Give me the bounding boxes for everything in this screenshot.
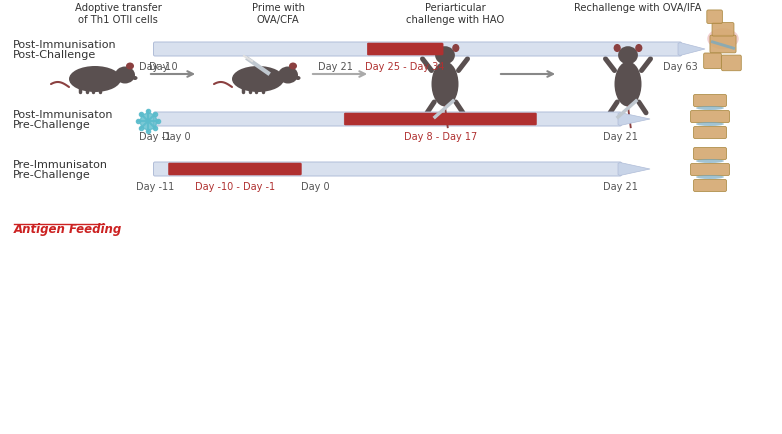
Text: Day 0: Day 0: [162, 132, 191, 142]
FancyBboxPatch shape: [710, 36, 736, 54]
Text: Day 63: Day 63: [662, 62, 698, 72]
Ellipse shape: [618, 47, 638, 65]
FancyBboxPatch shape: [694, 95, 726, 107]
Text: Post-Immunisaton: Post-Immunisaton: [13, 110, 113, 120]
FancyBboxPatch shape: [722, 56, 741, 72]
Text: Pre-Immunisaton: Pre-Immunisaton: [13, 160, 108, 170]
Ellipse shape: [232, 67, 284, 93]
Text: Prime with
OVA/CFA: Prime with OVA/CFA: [252, 3, 304, 25]
Text: Antigen Feeding: Antigen Feeding: [14, 223, 122, 236]
FancyBboxPatch shape: [712, 23, 734, 37]
Ellipse shape: [696, 107, 724, 111]
Ellipse shape: [278, 67, 298, 84]
Ellipse shape: [696, 123, 724, 127]
Text: Day -1: Day -1: [139, 62, 171, 72]
Text: Day -1: Day -1: [139, 132, 171, 142]
FancyBboxPatch shape: [169, 164, 301, 176]
Ellipse shape: [614, 45, 621, 53]
FancyBboxPatch shape: [694, 127, 726, 139]
Ellipse shape: [707, 29, 739, 50]
FancyBboxPatch shape: [694, 148, 726, 160]
FancyBboxPatch shape: [704, 54, 721, 69]
Ellipse shape: [635, 45, 642, 53]
FancyBboxPatch shape: [691, 164, 730, 176]
Text: Day 0: Day 0: [300, 182, 329, 192]
Ellipse shape: [452, 45, 459, 53]
Ellipse shape: [431, 45, 438, 53]
Text: Day 25 - Day 34: Day 25 - Day 34: [365, 62, 445, 72]
FancyBboxPatch shape: [344, 114, 536, 126]
FancyBboxPatch shape: [691, 111, 730, 123]
Ellipse shape: [432, 62, 458, 107]
Ellipse shape: [696, 176, 724, 180]
Ellipse shape: [696, 160, 724, 164]
Ellipse shape: [296, 77, 300, 81]
Text: Post-Immunisation: Post-Immunisation: [13, 40, 117, 50]
Text: Day -11: Day -11: [136, 182, 174, 192]
Text: Pre-Challenge: Pre-Challenge: [13, 120, 91, 130]
Text: Day 8 - Day 17: Day 8 - Day 17: [404, 132, 477, 142]
Ellipse shape: [289, 63, 297, 70]
Ellipse shape: [69, 67, 121, 93]
Polygon shape: [618, 163, 650, 176]
Text: Day -10 - Day -1: Day -10 - Day -1: [195, 182, 275, 192]
FancyBboxPatch shape: [153, 113, 622, 127]
Text: Post-Challenge: Post-Challenge: [13, 50, 96, 60]
Text: Day 21: Day 21: [603, 132, 637, 142]
Text: Day 21: Day 21: [318, 62, 353, 72]
Ellipse shape: [132, 77, 138, 81]
Ellipse shape: [126, 63, 134, 70]
Ellipse shape: [115, 67, 135, 84]
Polygon shape: [678, 43, 705, 56]
FancyBboxPatch shape: [368, 44, 443, 56]
FancyBboxPatch shape: [707, 11, 723, 24]
Polygon shape: [618, 113, 650, 126]
Text: Pre-Challenge: Pre-Challenge: [13, 170, 91, 180]
FancyBboxPatch shape: [153, 43, 681, 57]
Text: Adoptive transfer
of Th1 OTII cells: Adoptive transfer of Th1 OTII cells: [74, 3, 161, 25]
Text: Day 0: Day 0: [149, 62, 178, 72]
FancyBboxPatch shape: [694, 180, 726, 192]
Ellipse shape: [615, 62, 641, 107]
Ellipse shape: [435, 47, 455, 65]
Text: Day 21: Day 21: [603, 182, 637, 192]
Text: Periarticular
challenge with HAO: Periarticular challenge with HAO: [406, 3, 504, 25]
FancyBboxPatch shape: [153, 163, 622, 177]
Text: Rechallenge with OVA/IFA: Rechallenge with OVA/IFA: [574, 3, 701, 13]
